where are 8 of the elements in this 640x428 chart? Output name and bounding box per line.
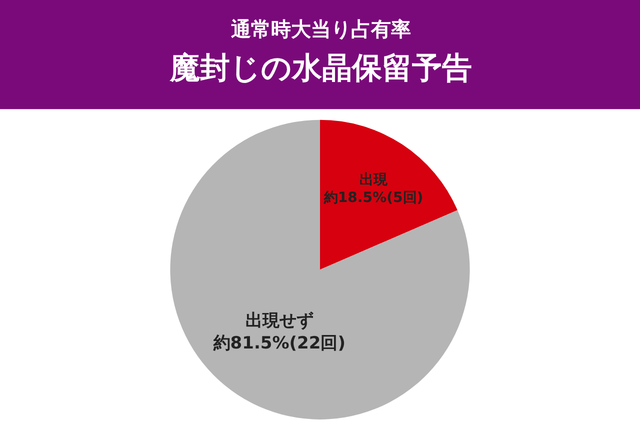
pie-slice [170,120,470,420]
data-label: 約18.5%(5回) [322,190,424,206]
chart-title: 通常時大当り占有率 [230,17,411,41]
slice-label: 出現 [360,172,389,188]
pie-slice [320,120,458,270]
slice-label: 出現せず [245,311,314,332]
data-label: 約81.5%(22回) [212,333,346,354]
chart-subtitle: 魔封じの水晶保留予告 [169,51,472,86]
